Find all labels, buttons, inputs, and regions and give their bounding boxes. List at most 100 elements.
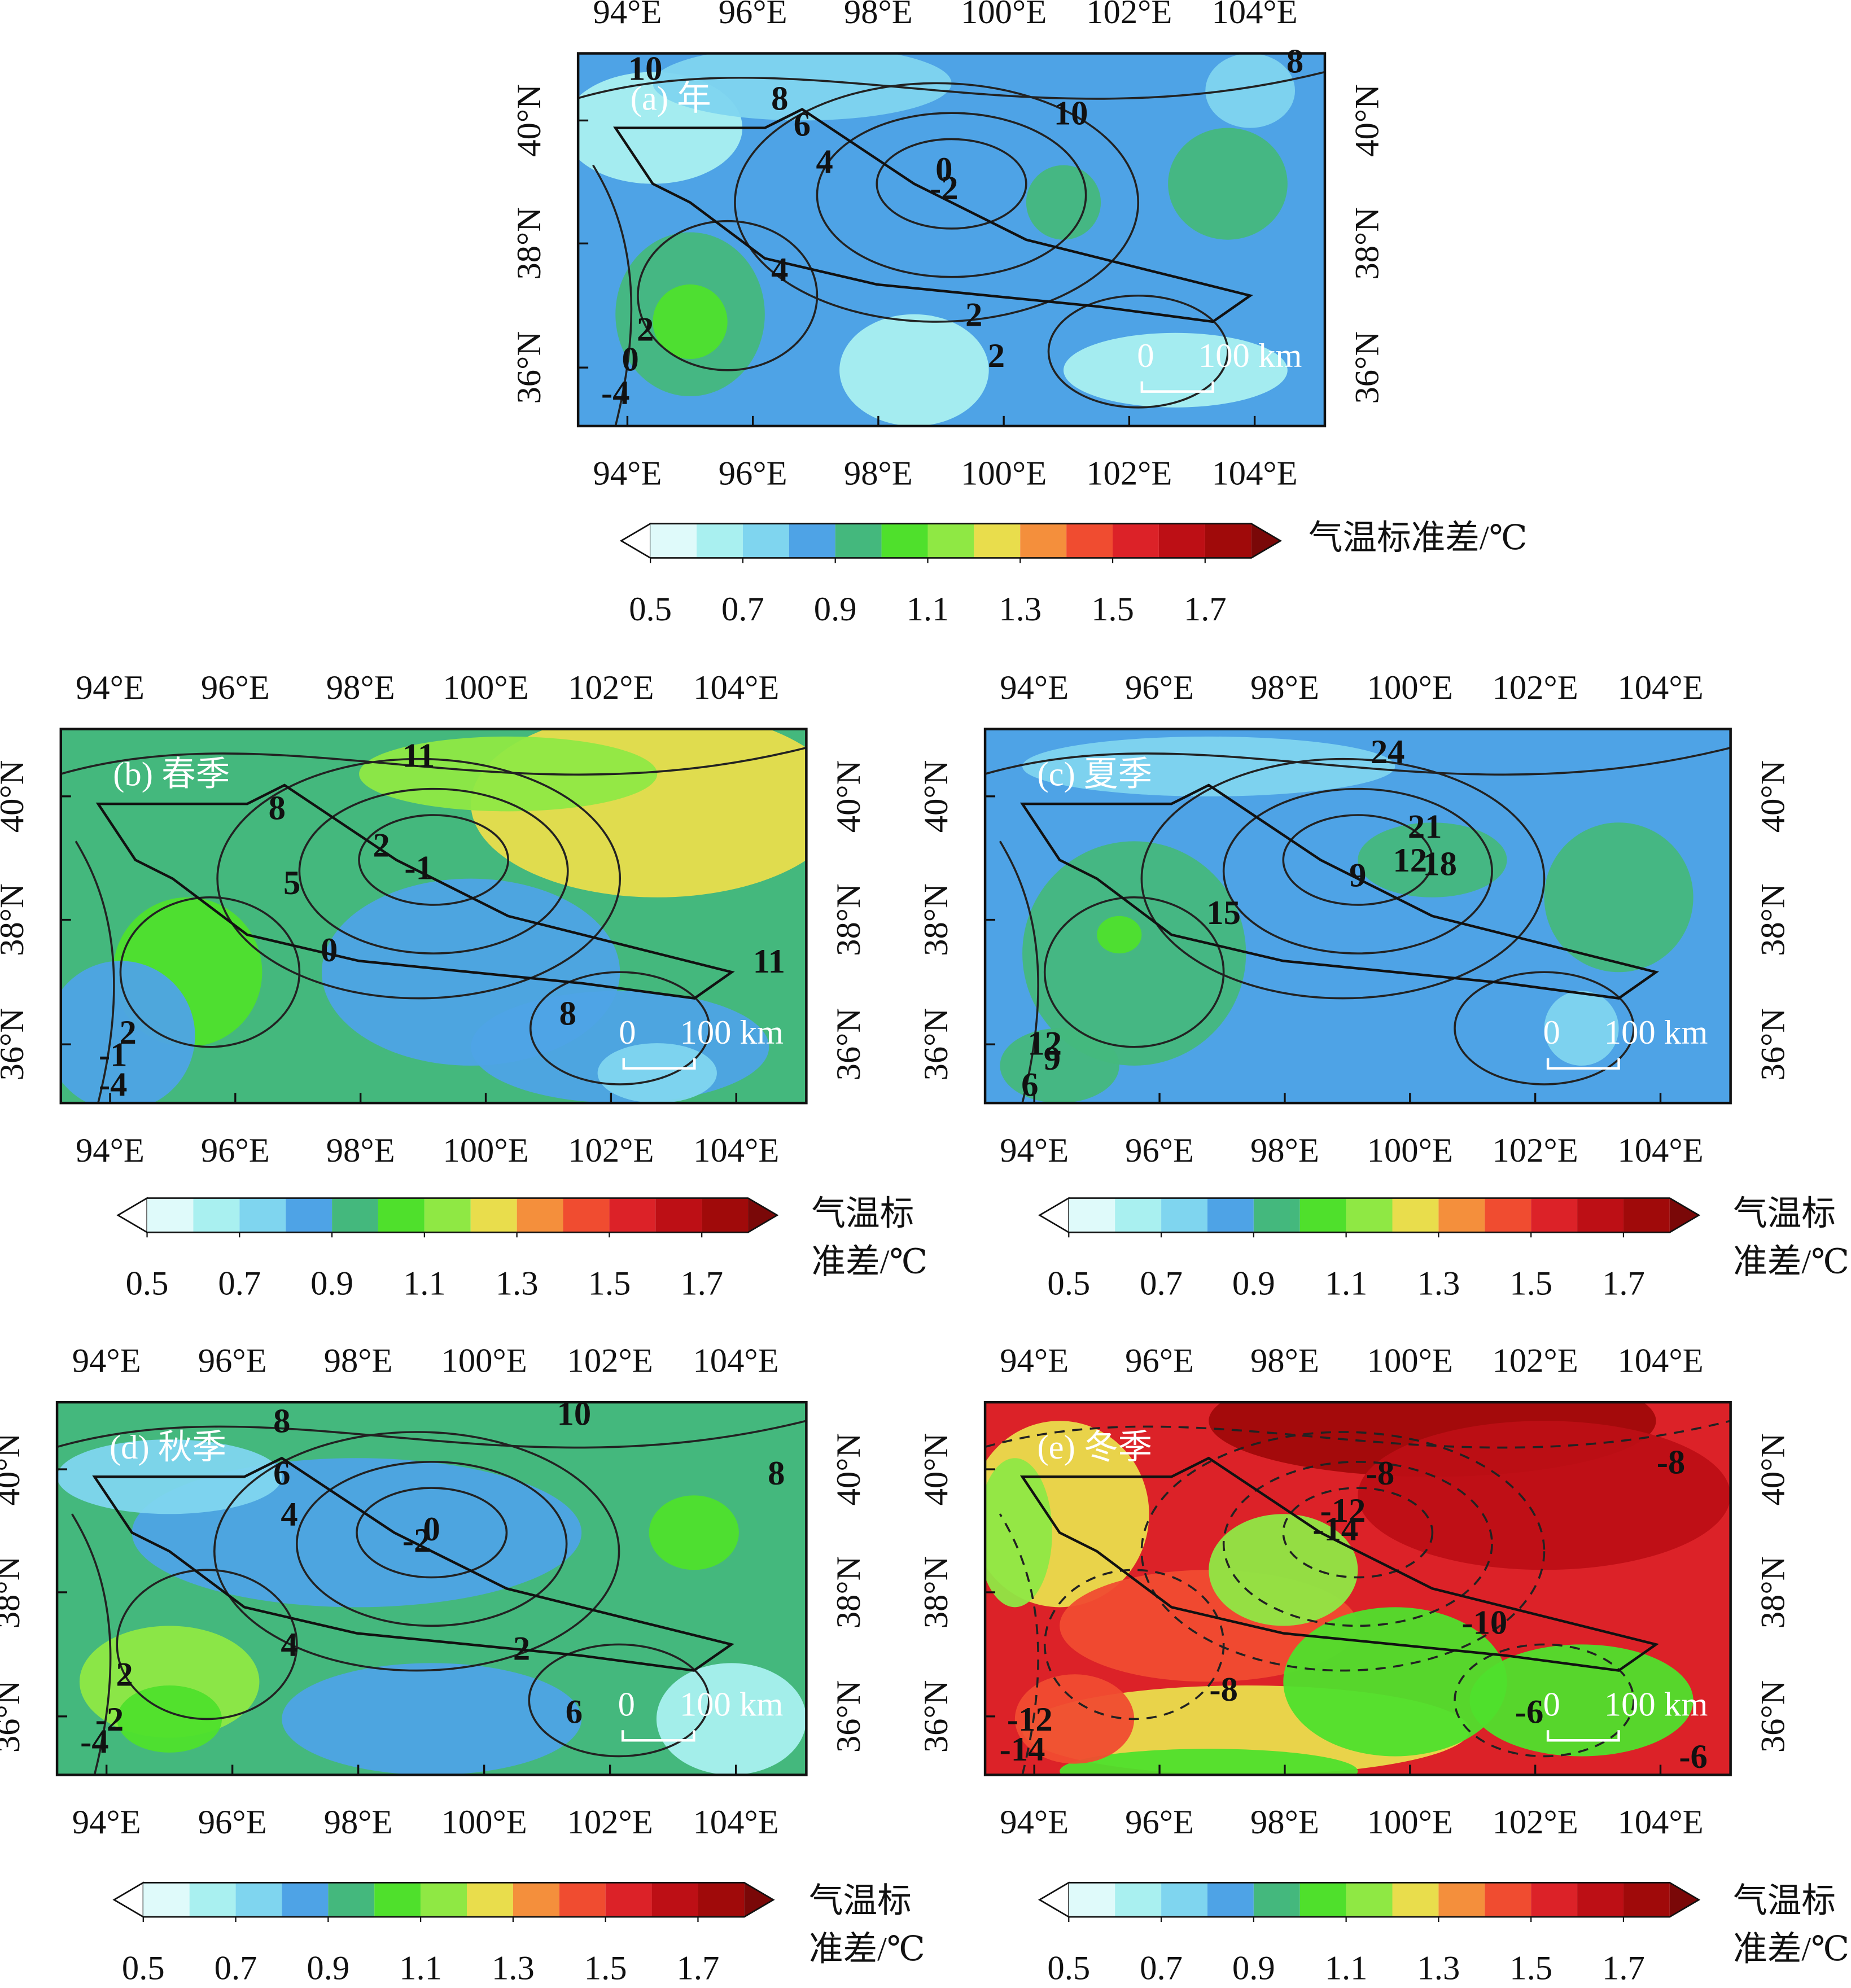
lon-label: 98°E [324,1342,393,1380]
lon-label: 104°E [693,1342,779,1380]
lon-label: 96°E [198,1342,267,1380]
colorbar-tick-label: 0.7 [215,1950,257,1987]
field-region [1358,1421,1731,1570]
lon-label: 102°E [1493,669,1578,707]
colorbar-box [1577,1882,1624,1917]
colorbar-tick-label: 1.1 [403,1265,446,1303]
lon-label: 100°E [1367,1342,1453,1380]
lon-label: 96°E [1125,669,1194,707]
contour-label: 21 [1408,808,1442,846]
colorbar-title: 准差/℃ [809,1930,925,1968]
contour-label: 0 [622,341,639,379]
contour-label: 6 [273,1455,290,1492]
colorbar-extend [1251,523,1281,558]
field-region [839,314,989,426]
colorbar-tick-label: 0.9 [307,1950,349,1987]
lon-label: 100°E [1367,1803,1453,1841]
lat-label: 40°N [917,760,955,833]
contour-line [734,82,1140,323]
contour-label: 0 [321,931,338,969]
lon-label: 96°E [201,669,270,707]
lon-label: 94°E [72,1803,141,1841]
colorbar-box [563,1198,610,1233]
contour-line [985,746,1731,776]
colorbar-box [239,1198,286,1233]
colorbar-tick-label: 0.5 [122,1950,165,1987]
colorbar-box [655,1198,702,1233]
colorbar-box [1066,523,1113,558]
contour-line [529,971,711,1085]
lon-label: 98°E [326,669,395,707]
colorbar: 0.5 0.7 0.9 1.1 1.3 1.5 1.7 气温标准差/℃ [1038,1195,1849,1303]
contour-label: 5 [283,864,300,902]
contour-label: 4 [816,143,833,181]
colorbar-box [697,523,743,558]
lon-label: 96°E [719,455,787,493]
colorbar-box [1207,1198,1254,1233]
colorbar-box [1485,1198,1531,1233]
map-field [985,1402,1731,1775]
lat-label: 38°N [917,1556,955,1629]
lon-label: 94°E [1000,669,1069,707]
lat-label: 38°N [917,883,955,956]
contour-label: -4 [601,374,630,412]
colorbar-tick-label: 1.3 [1417,1950,1460,1987]
contour-label: -1 [99,1036,128,1074]
colorbar-box [1438,1198,1485,1233]
field-region [656,1663,807,1775]
map-field [985,729,1731,1104]
colorbar-box [517,1198,563,1233]
colorbar-box [1531,1198,1578,1233]
field-region [1097,916,1142,954]
colorbar-box [470,1198,517,1233]
scale-bar-label: 100 km [680,1014,784,1052]
contour-label: 8 [1286,42,1303,80]
lat-label: 40°N [830,1433,868,1506]
field-region [359,736,658,812]
lon-label: 100°E [441,1803,527,1841]
contour-line [1454,1643,1635,1758]
contour-label: -2 [95,1701,124,1739]
colorbar-box [235,1882,282,1917]
lat-label: 40°N [1754,1433,1792,1506]
lon-label: 94°E [1000,1803,1069,1841]
colorbar-tick-label: 0.9 [1232,1265,1275,1303]
colorbar-extend [1669,1882,1699,1917]
contour-line [1140,1431,1546,1672]
colorbar-tick-label: 0.7 [218,1265,261,1303]
lon-label: 102°E [568,1132,654,1170]
colorbar-tick-label: 1.1 [399,1950,442,1987]
colorbar-tick-label: 1.7 [1602,1265,1645,1303]
contour-label: 2 [637,311,654,349]
contour-line [358,814,509,906]
lon-label: 94°E [1000,1342,1069,1380]
colorbar-box [424,1198,471,1233]
lat-label: 40°N [917,1433,955,1506]
coastline [613,108,1254,323]
contour-label: 8 [559,995,576,1033]
lat-label: 36°N [917,1008,955,1081]
lon-label: 98°E [844,0,913,31]
map-frame [55,1400,808,1776]
scale-bar-label: 100 km [680,1686,784,1724]
contour-label: -14 [1312,1510,1358,1548]
colorbar-box [881,523,928,558]
contour-line [1222,1461,1493,1627]
lat-label: 38°N [830,1556,868,1629]
contour-label: -8 [1366,1455,1395,1492]
coastline [92,1456,734,1672]
contour-label: -6 [1515,1693,1544,1731]
contour-line [999,1513,1039,1775]
map-field [57,1402,807,1775]
contour-line [60,746,807,776]
scale-bar [1546,1730,1620,1742]
lat-label: 36°N [1754,1680,1792,1753]
lon-label: 104°E [1617,1132,1703,1170]
field-region [1060,1749,1358,1775]
lat-label: 36°N [1754,1008,1792,1081]
contour-label: 2 [373,827,390,865]
field-region [1544,822,1694,973]
contour-label: 6 [794,106,811,144]
colorbar-box [193,1198,240,1233]
lat-label: 40°N [0,760,31,833]
